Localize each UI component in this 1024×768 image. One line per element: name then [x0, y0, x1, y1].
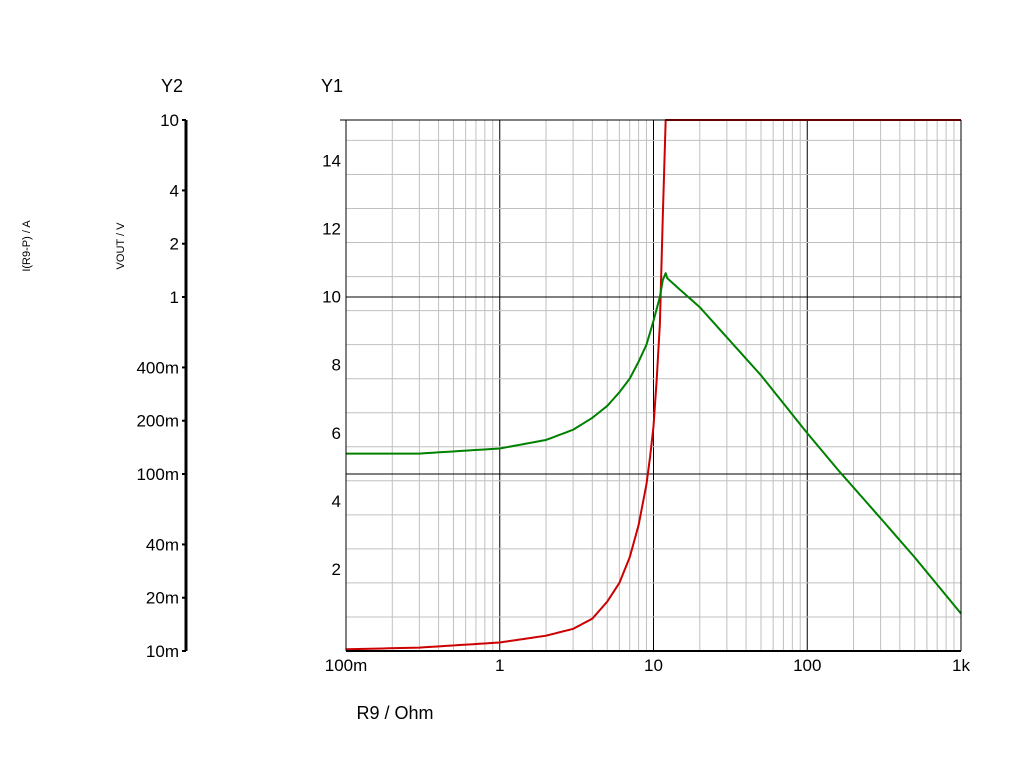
grid — [346, 120, 961, 651]
axes: 100m 1 10 100 1k 2 4 6 8 10 12 14 10 4 2 1 400m 200m 100m 4… — [136, 111, 970, 675]
x-tick-label: 100 — [793, 656, 821, 675]
y2-tick-label: 400m — [136, 358, 179, 377]
y2-axis-label: I(R9-P) / A — [21, 220, 33, 272]
y2-axis-header: Y2 — [161, 76, 183, 96]
y2-tick-label: 40m — [146, 535, 179, 554]
y1-axis-header: Y1 — [321, 76, 343, 96]
x-tick-label: 1 — [495, 656, 504, 675]
y1-tick-label: 10 — [322, 288, 341, 307]
y2-tick-label: 100m — [136, 465, 179, 484]
y2-tick-label: 10m — [146, 642, 179, 661]
y2-tick-label: 1 — [170, 288, 179, 307]
x-axis-label: R9 / Ohm — [356, 703, 433, 723]
y1-tick-label: 6 — [332, 424, 341, 443]
x-tick-label: 1k — [952, 656, 970, 675]
y2-tick-label: 10 — [160, 111, 179, 130]
y1-axis-label: VOUT / V — [115, 222, 127, 270]
y1-tick-label: 4 — [332, 492, 341, 511]
y1-tick-label: 14 — [322, 151, 341, 170]
y1-tick-label: 12 — [322, 220, 341, 239]
x-tick-label: 100m — [325, 656, 368, 675]
y2-tick-label: 4 — [170, 181, 179, 200]
y1-tick-label: 2 — [332, 560, 341, 579]
y2-tick-label: 2 — [170, 235, 179, 254]
series-line-2 — [346, 272, 962, 615]
x-tick-label: 10 — [644, 656, 663, 675]
y1-tick-label: 8 — [332, 356, 341, 375]
y2-tick-label: 20m — [146, 589, 179, 608]
y2-tick-label: 200m — [136, 412, 179, 431]
